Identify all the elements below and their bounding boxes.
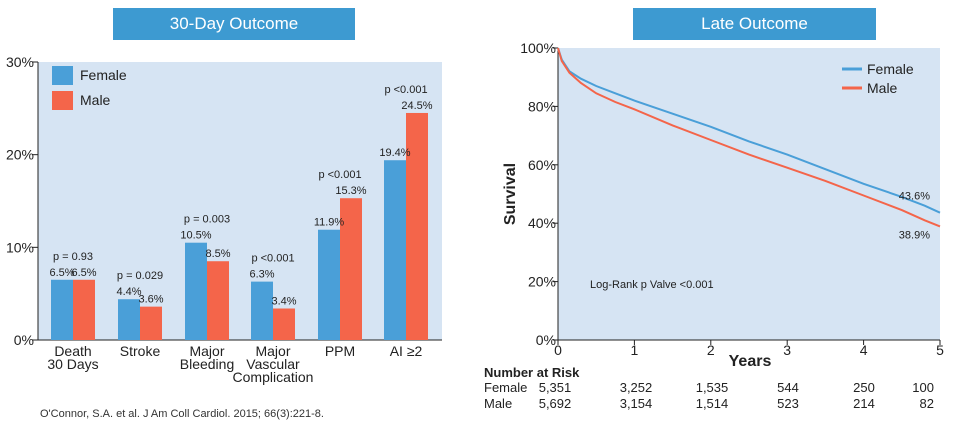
risk-cell-male: 214 [853, 396, 875, 411]
legend-swatch-female [52, 66, 73, 85]
y-tick-label: 80% [528, 98, 556, 114]
y-tick-label: 20% [528, 274, 556, 290]
data-label-male: 3.4% [271, 295, 296, 307]
risk-cell-female: 3,252 [619, 380, 653, 395]
legend-label-female: Female [867, 61, 914, 77]
bar-female [118, 299, 140, 340]
legend-label-male: Male [867, 80, 898, 96]
risk-cell-male: 5,692 [538, 396, 572, 411]
data-label-female: 6.3% [249, 269, 274, 281]
bar-male [207, 261, 229, 340]
log-rank-annotation: Log-Rank p Valve <0.001 [590, 279, 714, 291]
risk-cell-male: 1,514 [695, 396, 729, 411]
panel-title-30-day: 30-Day Outcome [113, 8, 355, 40]
y-tick-label: 100% [520, 40, 556, 56]
data-label-male: 24.5% [401, 100, 432, 112]
risk-row-label-female: Female [484, 380, 528, 395]
category-label: Bleeding [180, 356, 235, 372]
category-label: Stroke [120, 343, 161, 359]
survival-line-female [557, 47, 941, 214]
data-label-male: 3.6% [138, 294, 163, 306]
bar-female [51, 279, 73, 340]
data-label-male: 6.5% [71, 267, 96, 279]
p-value: p = 0.93 [53, 251, 93, 263]
y-tick-label: 60% [528, 157, 556, 173]
x-tick-label: 0 [554, 342, 562, 358]
citation: O'Connor, S.A. et al. J Am Coll Cardiol.… [40, 408, 324, 420]
x-tick-label: 3 [783, 342, 791, 358]
y-tick-label: 10% [6, 239, 34, 255]
x-tick-label: 4 [860, 342, 868, 358]
data-label-female: 6.5% [49, 267, 74, 279]
p-value: p = 0.003 [184, 214, 230, 226]
risk-cell-male: 82 [919, 396, 934, 411]
category-label: Death [54, 343, 91, 359]
plot-background [38, 62, 442, 340]
x-tick-label: 2 [707, 342, 715, 358]
risk-cell-female: 1,535 [695, 380, 729, 395]
bar-male [406, 112, 428, 340]
y-tick-label: 40% [528, 215, 556, 231]
end-label-male: 38.9% [899, 229, 930, 241]
risk-cell-male: 3,154 [619, 396, 653, 411]
data-label-male: 8.5% [205, 248, 230, 260]
category-label: 30 Days [47, 356, 98, 372]
category-label: Major [255, 343, 290, 359]
data-label-female: 4.4% [116, 286, 141, 298]
data-label-female: 10.5% [180, 230, 211, 242]
risk-cell-female: 250 [853, 380, 875, 395]
x-tick-label: 1 [631, 342, 639, 358]
y-tick-label: 0% [536, 332, 556, 348]
p-value: p = 0.029 [117, 270, 163, 282]
risk-cell-female: 5,351 [538, 380, 572, 395]
p-value: p <0.001 [251, 253, 294, 265]
x-tick-label: 5 [936, 342, 944, 358]
category-label: Complication [233, 369, 314, 385]
bar-female [318, 229, 340, 340]
legend-label-male: Male [80, 92, 111, 108]
risk-cell-male: 523 [777, 396, 799, 411]
bar-male [340, 198, 362, 340]
risk-cell-female: 544 [777, 380, 799, 395]
risk-row-label-male: Male [484, 396, 513, 411]
category-label: Major [189, 343, 224, 359]
legend-swatch-male [52, 91, 73, 110]
bar-male [73, 279, 95, 340]
y-tick-label: 0% [14, 332, 34, 348]
data-label-female: 11.9% [314, 217, 345, 229]
category-label: AI ≥2 [390, 343, 423, 359]
category-label: PPM [325, 343, 355, 359]
bar-female [251, 281, 273, 340]
survival-line-male [557, 47, 941, 228]
p-value: p <0.001 [318, 169, 361, 181]
bar-female [384, 160, 406, 340]
bar-male [273, 308, 295, 340]
risk-cell-female: 100 [912, 380, 934, 395]
legend-label-female: Female [80, 67, 127, 83]
y-tick-label: 30% [6, 54, 34, 70]
bar-female [185, 242, 207, 340]
panel-title-late: Late Outcome [633, 8, 876, 40]
y-axis-title: Survival [502, 163, 519, 225]
y-tick-label: 20% [6, 147, 34, 163]
data-label-female: 19.4% [379, 147, 410, 159]
end-label-female: 43.6% [899, 191, 930, 203]
x-axis-title: Years [729, 353, 772, 370]
category-label: Vascular [246, 356, 300, 372]
bar-male [140, 306, 162, 340]
p-value: p <0.001 [384, 84, 427, 96]
risk-table-title: Number at Risk [484, 365, 580, 380]
data-label-male: 15.3% [335, 185, 366, 197]
